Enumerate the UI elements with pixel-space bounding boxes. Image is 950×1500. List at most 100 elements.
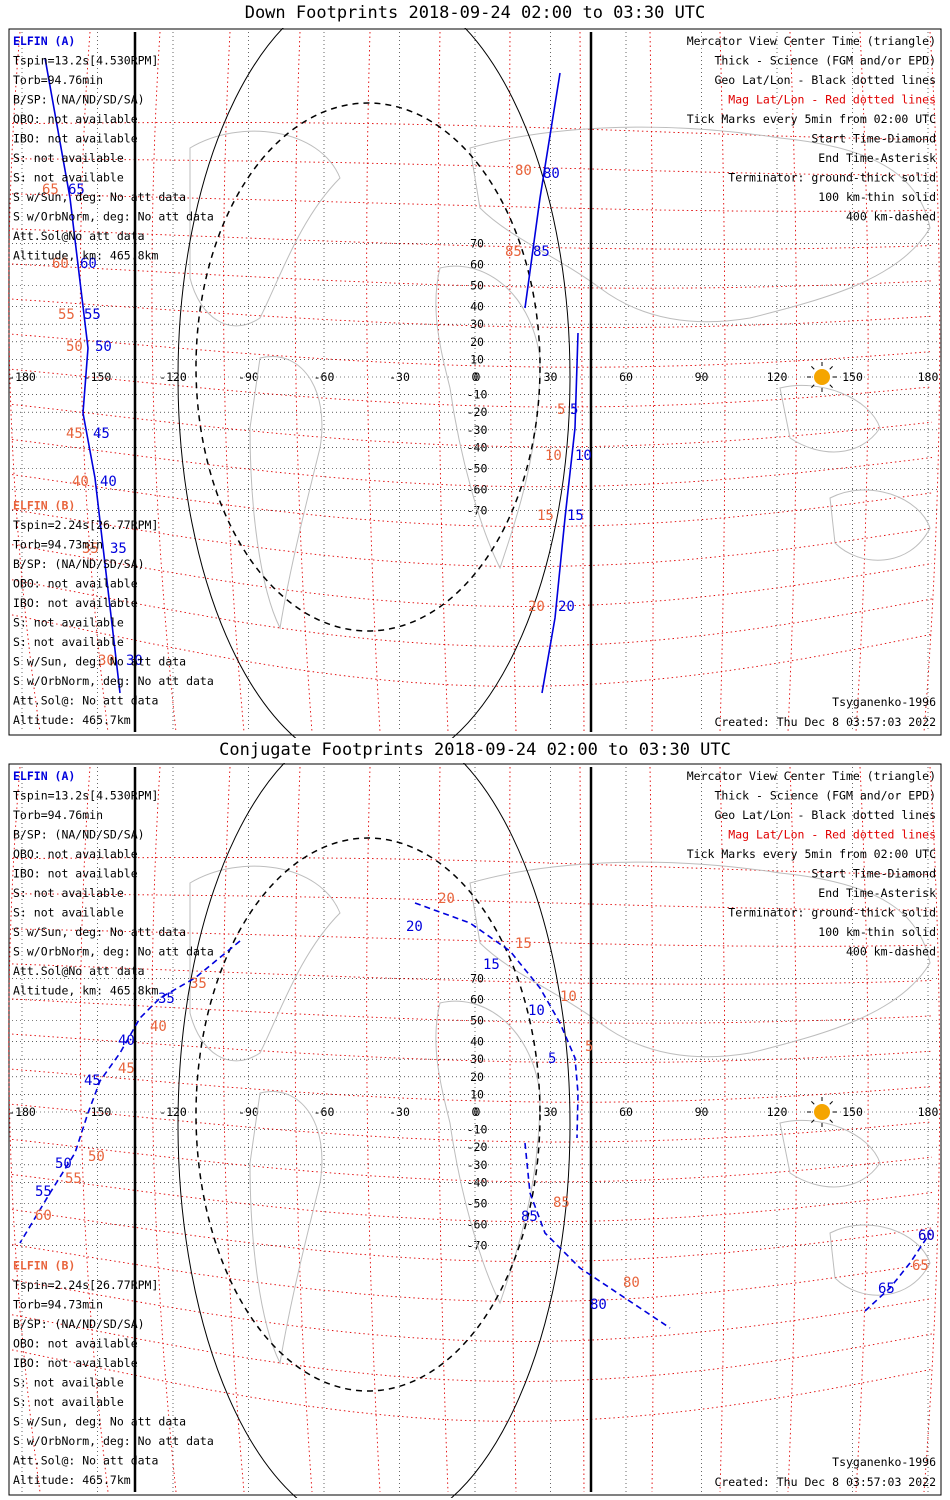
panel-title-down: Down Footprints 2018-09-24 02:00 to 03:3… xyxy=(244,3,706,23)
sun-ray xyxy=(811,1101,815,1105)
track-tick-label-blue: 65 xyxy=(878,1281,895,1297)
sun-icon xyxy=(814,1104,830,1120)
track-tick-label-blue: 50 xyxy=(95,339,112,355)
track-tick-label-blue: 40 xyxy=(118,1033,135,1049)
track-tick-label-red: 50 xyxy=(66,339,83,355)
track-tick-label-red: 45 xyxy=(66,426,83,442)
track-tick-label-red: 5 xyxy=(557,402,565,418)
track-tick-label-red: 15 xyxy=(515,936,532,952)
lon-tick-label: 150 xyxy=(842,370,863,384)
lat-tick-label: 20 xyxy=(470,1070,484,1084)
sun-ray xyxy=(829,1119,833,1123)
legend-line: Terminator: ground-thick solid xyxy=(728,906,936,920)
track-tick-label-blue: 45 xyxy=(84,1073,101,1089)
lon-tick-label: 120 xyxy=(767,370,788,384)
land-outline xyxy=(779,1119,881,1188)
mag-lat-line xyxy=(11,474,933,528)
track-tick-label-red: 20 xyxy=(438,891,455,907)
lat-tick-label: 60 xyxy=(470,992,484,1006)
elfin-b-info-line: Tspin=2.24s[26.77RPM] xyxy=(13,518,158,532)
track-tick-label-blue: 40 xyxy=(100,474,117,490)
mag-lat-line xyxy=(11,544,933,607)
down-footprints-map: 70 60 50 40 30 20 10 0 -10 -20 -30 -40 -50 -60 -70 -180… xyxy=(8,28,942,738)
elfin-a-info-line: S w/Sun, deg: No att data xyxy=(13,925,186,939)
elfin-b-info-line: ELFIN (B) xyxy=(13,1259,75,1273)
lat-tick-label: -20 xyxy=(467,405,488,419)
elfin-b-info-line: S w/OrbNorm, deg: No att data xyxy=(13,1434,214,1448)
legend-line: Tick Marks every 5min from 02:00 UTC xyxy=(687,847,936,861)
track-tick-label-red: 60 xyxy=(35,1208,52,1224)
legend-line: 100 km-thin solid xyxy=(818,190,936,204)
track-tick-label-red: 30 xyxy=(98,653,115,669)
elfin-b-info-line: S w/Sun, deg: No att data xyxy=(13,1415,186,1429)
lon-tick-label: 30 xyxy=(544,370,558,384)
lat-tick-label: -70 xyxy=(467,504,488,518)
lat-tick-label: -20 xyxy=(467,1140,488,1154)
elfin-a-info-line: B/SP: (NA/ND/SD/SA) xyxy=(13,93,145,107)
lon-tick-label: -90 xyxy=(238,370,259,384)
footprint-track xyxy=(524,1142,671,1329)
track-tick-label-red: 40 xyxy=(150,1019,167,1035)
lat-tick-label: 50 xyxy=(470,1014,484,1028)
elfin-a-info-line: S w/OrbNorm, deg: No att data xyxy=(13,210,214,224)
mag-lon-line xyxy=(649,766,655,1493)
lon-tick-label: -60 xyxy=(314,1105,335,1119)
mag-lon-line xyxy=(151,31,177,733)
track-tick-label-red: 35 xyxy=(82,541,99,557)
land-outline xyxy=(249,356,323,630)
track-tick-label-blue: 15 xyxy=(483,957,500,973)
lon-tick-label: 60 xyxy=(619,370,633,384)
track-tick-label-red: 40 xyxy=(72,474,89,490)
track-tick-label-red: 80 xyxy=(623,1275,640,1291)
legend-line: Mercator View Center Time (triangle) xyxy=(687,769,936,783)
elfin-b-info-line: Att.Sol@: No att data xyxy=(13,1454,158,1468)
elfin-b-info-line: Altitude: 465.7km xyxy=(13,713,131,727)
mag-lon-line xyxy=(509,31,517,733)
lon-tick-label: -120 xyxy=(159,1105,187,1119)
sun-ray xyxy=(811,1119,815,1123)
elfin-b-info-line: Tspin=2.24s[26.77RPM] xyxy=(13,1278,158,1292)
elfin-b-info-line: Torb=94.73min xyxy=(13,538,103,552)
mag-lat-line xyxy=(11,1068,933,1103)
lat-tick-label: -40 xyxy=(467,1175,488,1189)
mag-lon-line xyxy=(579,766,585,1493)
mag-lat-line xyxy=(11,122,933,140)
footprint-track xyxy=(44,57,121,694)
track-tick-label-red: 5 xyxy=(585,1039,593,1055)
panel-title-conjugate: Conjugate Footprints 2018-09-24 02:00 to… xyxy=(219,740,731,760)
mag-lon-line xyxy=(79,31,109,733)
mag-lon-line xyxy=(8,31,41,733)
lon-tick-label: -60 xyxy=(314,370,335,384)
elfin-a-info-line: IBO: not available xyxy=(13,132,138,146)
track-tick-label-blue: 35 xyxy=(158,991,175,1007)
land-outline xyxy=(829,489,931,561)
track-tick-label-blue: 10 xyxy=(528,1003,545,1019)
terminator-400km xyxy=(195,102,541,632)
lon-tick-label: 0 xyxy=(472,370,479,384)
mag-lat-line xyxy=(11,893,932,911)
lon-tick-label: 30 xyxy=(544,1105,558,1119)
mag-lat-line xyxy=(11,228,933,250)
legend-line: Terminator: ground-thick solid xyxy=(728,171,936,185)
lon-tick-label: -30 xyxy=(389,370,410,384)
legend-line: End Time-Asterisk xyxy=(818,151,936,165)
mag-lat-line xyxy=(11,1349,933,1422)
track-tick-label-red: 85 xyxy=(553,1195,570,1211)
mag-lon-line xyxy=(579,31,585,733)
mag-lat-line xyxy=(11,1244,933,1302)
elfin-a-info-line: Tspin=13.2s[4.530RPM] xyxy=(13,789,158,803)
mag-lat-line xyxy=(11,298,933,329)
terminator-400km xyxy=(195,837,541,1392)
elfin-b-info-line: S: not available xyxy=(13,1376,124,1390)
lat-tick-label: 50 xyxy=(470,279,484,293)
mag-lat-line xyxy=(11,963,933,985)
elfin-a-info-line: ELFIN (A) xyxy=(13,769,75,783)
lat-tick-label: -50 xyxy=(467,1197,488,1211)
lat-tick-label: 60 xyxy=(470,257,484,271)
terminator-100km xyxy=(177,763,571,1498)
mag-lat-line xyxy=(11,1033,933,1064)
mag-lat-line xyxy=(11,263,933,289)
lat-tick-label: 30 xyxy=(470,1052,484,1066)
legend-line: Thick - Science (FGM and/or EPD) xyxy=(714,54,936,68)
track-tick-label-red: 55 xyxy=(65,1171,82,1187)
